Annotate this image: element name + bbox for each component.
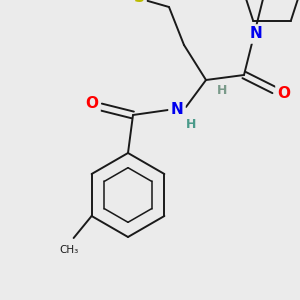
Text: H: H — [217, 83, 227, 97]
Text: H: H — [186, 118, 196, 130]
Text: N: N — [171, 101, 183, 116]
Text: O: O — [278, 85, 290, 100]
Text: N: N — [250, 26, 262, 41]
Text: S: S — [134, 0, 145, 4]
Text: O: O — [85, 97, 98, 112]
Text: CH₃: CH₃ — [59, 245, 78, 255]
